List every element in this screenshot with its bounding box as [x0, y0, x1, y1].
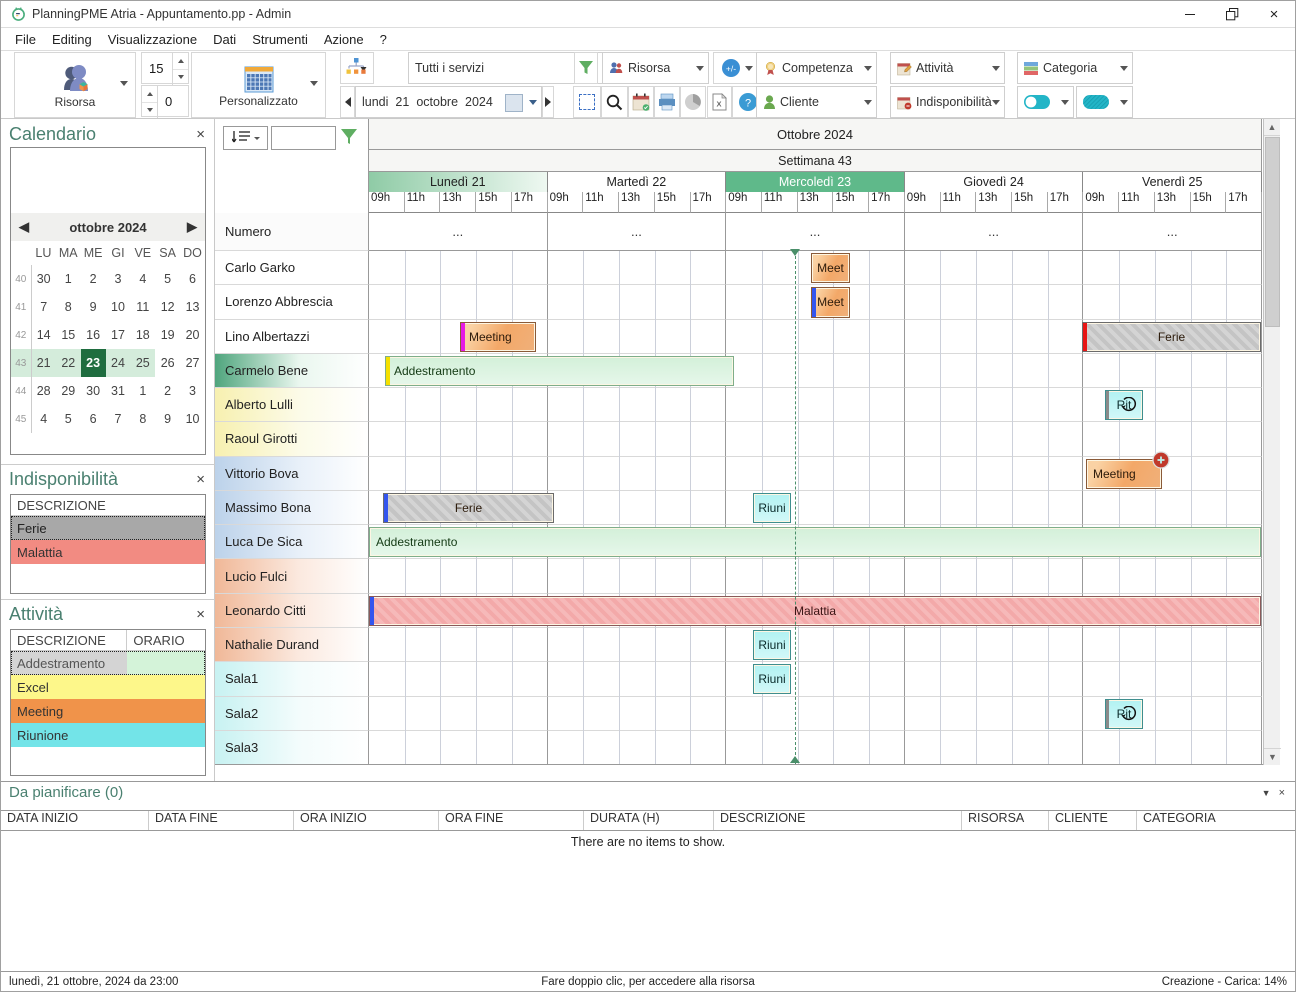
- svg-text:?: ?: [745, 98, 751, 110]
- svg-text:+/-: +/-: [726, 64, 736, 74]
- svg-text:X: X: [716, 100, 721, 109]
